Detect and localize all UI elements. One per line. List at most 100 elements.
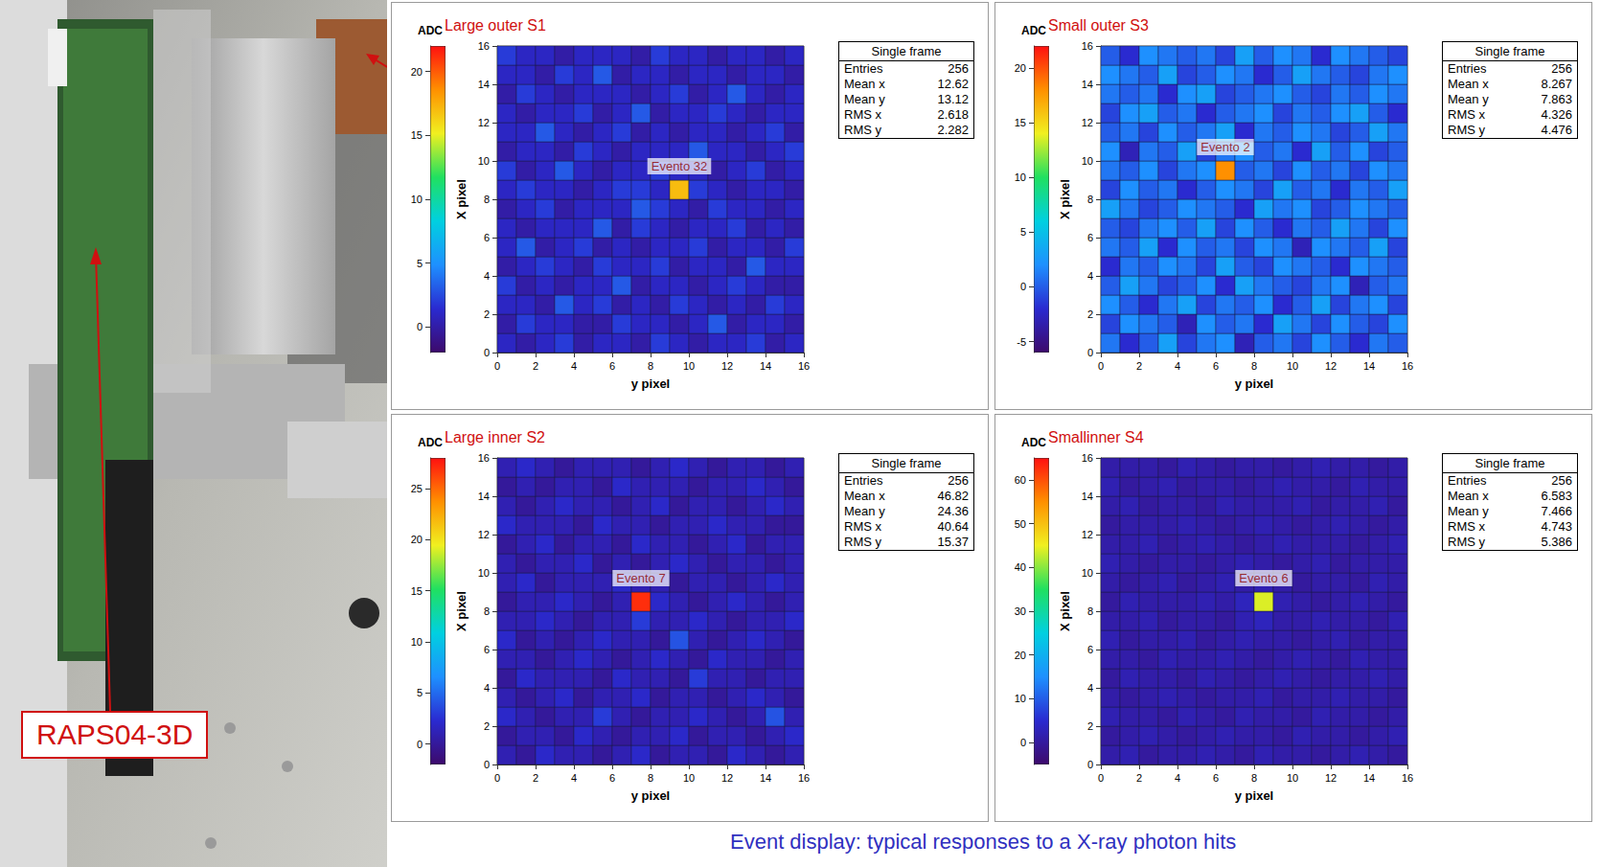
svg-text:14: 14 bbox=[1363, 772, 1375, 784]
svg-text:X pixel: X pixel bbox=[1057, 179, 1073, 220]
svg-text:2: 2 bbox=[483, 308, 490, 320]
svg-text:20: 20 bbox=[1014, 649, 1027, 662]
svg-text:4: 4 bbox=[571, 360, 577, 372]
svg-text:0: 0 bbox=[1097, 772, 1104, 784]
svg-text:2: 2 bbox=[1136, 360, 1143, 372]
svg-text:16: 16 bbox=[1081, 452, 1094, 464]
svg-text:Evento 6: Evento 6 bbox=[1238, 571, 1288, 586]
svg-text:X pixel: X pixel bbox=[1057, 591, 1073, 632]
svg-text:10: 10 bbox=[683, 360, 695, 372]
svg-text:15: 15 bbox=[411, 129, 423, 141]
svg-text:20: 20 bbox=[1014, 62, 1027, 74]
svg-text:8: 8 bbox=[647, 360, 654, 372]
svg-text:12: 12 bbox=[478, 528, 490, 541]
svg-text:14: 14 bbox=[1081, 490, 1094, 503]
svg-text:0: 0 bbox=[483, 346, 490, 359]
svg-text:12: 12 bbox=[1325, 772, 1337, 784]
svg-text:0: 0 bbox=[1097, 360, 1104, 372]
svg-text:16: 16 bbox=[798, 360, 810, 372]
svg-text:8: 8 bbox=[1251, 360, 1258, 372]
svg-text:0: 0 bbox=[416, 320, 423, 333]
svg-text:5: 5 bbox=[416, 257, 423, 270]
svg-text:6: 6 bbox=[1087, 643, 1094, 656]
svg-text:10: 10 bbox=[411, 193, 423, 206]
svg-text:10: 10 bbox=[411, 636, 423, 648]
svg-text:12: 12 bbox=[721, 360, 733, 372]
svg-text:14: 14 bbox=[759, 360, 772, 372]
svg-text:Evento 2: Evento 2 bbox=[1200, 139, 1250, 155]
svg-text:8: 8 bbox=[647, 772, 654, 784]
svg-text:10: 10 bbox=[1081, 567, 1094, 579]
svg-text:40: 40 bbox=[1014, 561, 1027, 573]
svg-text:20: 20 bbox=[411, 66, 423, 78]
svg-text:10: 10 bbox=[1286, 772, 1299, 784]
svg-text:ADC: ADC bbox=[1021, 23, 1047, 38]
svg-text:4: 4 bbox=[571, 772, 577, 784]
svg-text:2: 2 bbox=[532, 772, 539, 784]
svg-text:10: 10 bbox=[478, 567, 490, 579]
svg-text:8: 8 bbox=[483, 193, 490, 206]
svg-text:10: 10 bbox=[683, 772, 695, 784]
svg-text:14: 14 bbox=[1363, 360, 1375, 372]
svg-text:16: 16 bbox=[478, 40, 490, 52]
svg-text:0: 0 bbox=[1087, 346, 1094, 359]
svg-text:60: 60 bbox=[1014, 474, 1027, 486]
svg-text:Smallinner S4: Smallinner S4 bbox=[1048, 429, 1144, 446]
svg-text:2: 2 bbox=[1136, 772, 1143, 784]
svg-text:-5: -5 bbox=[1016, 336, 1027, 348]
svg-text:12: 12 bbox=[1325, 360, 1337, 372]
svg-text:6: 6 bbox=[483, 231, 490, 244]
svg-text:10: 10 bbox=[1286, 360, 1299, 372]
svg-text:12: 12 bbox=[1081, 528, 1094, 541]
svg-text:0: 0 bbox=[483, 758, 490, 771]
svg-text:10: 10 bbox=[1081, 155, 1094, 167]
svg-text:14: 14 bbox=[1081, 78, 1094, 91]
svg-text:6: 6 bbox=[1087, 231, 1094, 244]
svg-text:Small outer S3: Small outer S3 bbox=[1048, 17, 1149, 34]
svg-text:10: 10 bbox=[1014, 171, 1027, 183]
svg-text:0: 0 bbox=[1020, 736, 1027, 749]
svg-text:2: 2 bbox=[532, 360, 539, 372]
svg-text:15: 15 bbox=[1014, 116, 1027, 129]
svg-text:X pixel: X pixel bbox=[454, 591, 469, 632]
svg-text:4: 4 bbox=[483, 682, 490, 694]
svg-text:2: 2 bbox=[1087, 720, 1094, 732]
svg-text:y pixel: y pixel bbox=[631, 788, 670, 803]
svg-text:16: 16 bbox=[1401, 360, 1414, 372]
svg-text:Evento 32: Evento 32 bbox=[651, 159, 709, 174]
svg-text:ADC: ADC bbox=[1021, 435, 1047, 450]
svg-text:2: 2 bbox=[483, 720, 490, 732]
svg-text:8: 8 bbox=[1087, 193, 1094, 206]
svg-text:0: 0 bbox=[1087, 758, 1094, 771]
svg-text:12: 12 bbox=[721, 772, 733, 784]
svg-text:6: 6 bbox=[1212, 360, 1219, 372]
svg-text:y pixel: y pixel bbox=[1234, 376, 1274, 391]
svg-text:14: 14 bbox=[759, 772, 772, 784]
svg-text:10: 10 bbox=[1014, 692, 1027, 705]
svg-text:Large inner S2: Large inner S2 bbox=[444, 429, 546, 446]
svg-text:30: 30 bbox=[1014, 605, 1027, 618]
svg-text:ADC: ADC bbox=[417, 435, 443, 450]
svg-text:0: 0 bbox=[494, 772, 501, 784]
svg-text:50: 50 bbox=[1014, 518, 1027, 530]
svg-text:14: 14 bbox=[478, 490, 490, 503]
svg-text:14: 14 bbox=[478, 78, 490, 91]
svg-text:15: 15 bbox=[411, 585, 423, 597]
svg-text:20: 20 bbox=[411, 533, 423, 546]
svg-text:0: 0 bbox=[1020, 280, 1027, 293]
svg-text:16: 16 bbox=[798, 772, 810, 784]
svg-text:6: 6 bbox=[609, 772, 616, 784]
svg-text:4: 4 bbox=[1087, 682, 1094, 694]
svg-text:0: 0 bbox=[494, 360, 501, 372]
svg-text:8: 8 bbox=[1087, 605, 1094, 618]
svg-text:0: 0 bbox=[416, 738, 423, 751]
svg-text:2: 2 bbox=[1087, 308, 1094, 320]
svg-text:5: 5 bbox=[416, 686, 423, 699]
svg-text:ADC: ADC bbox=[417, 23, 443, 38]
svg-text:16: 16 bbox=[1081, 40, 1094, 52]
svg-text:4: 4 bbox=[1174, 772, 1181, 784]
svg-text:25: 25 bbox=[411, 482, 423, 495]
svg-text:12: 12 bbox=[1081, 116, 1094, 129]
svg-text:6: 6 bbox=[1212, 772, 1219, 784]
svg-text:5: 5 bbox=[1020, 226, 1027, 238]
